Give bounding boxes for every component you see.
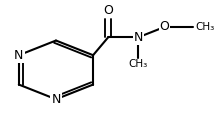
Text: N: N [134,31,143,44]
Text: O: O [103,4,113,17]
Text: CH₃: CH₃ [129,59,148,69]
Text: N: N [51,93,61,106]
Text: CH₃: CH₃ [195,22,214,32]
Text: O: O [160,20,170,33]
Text: N: N [14,49,24,62]
